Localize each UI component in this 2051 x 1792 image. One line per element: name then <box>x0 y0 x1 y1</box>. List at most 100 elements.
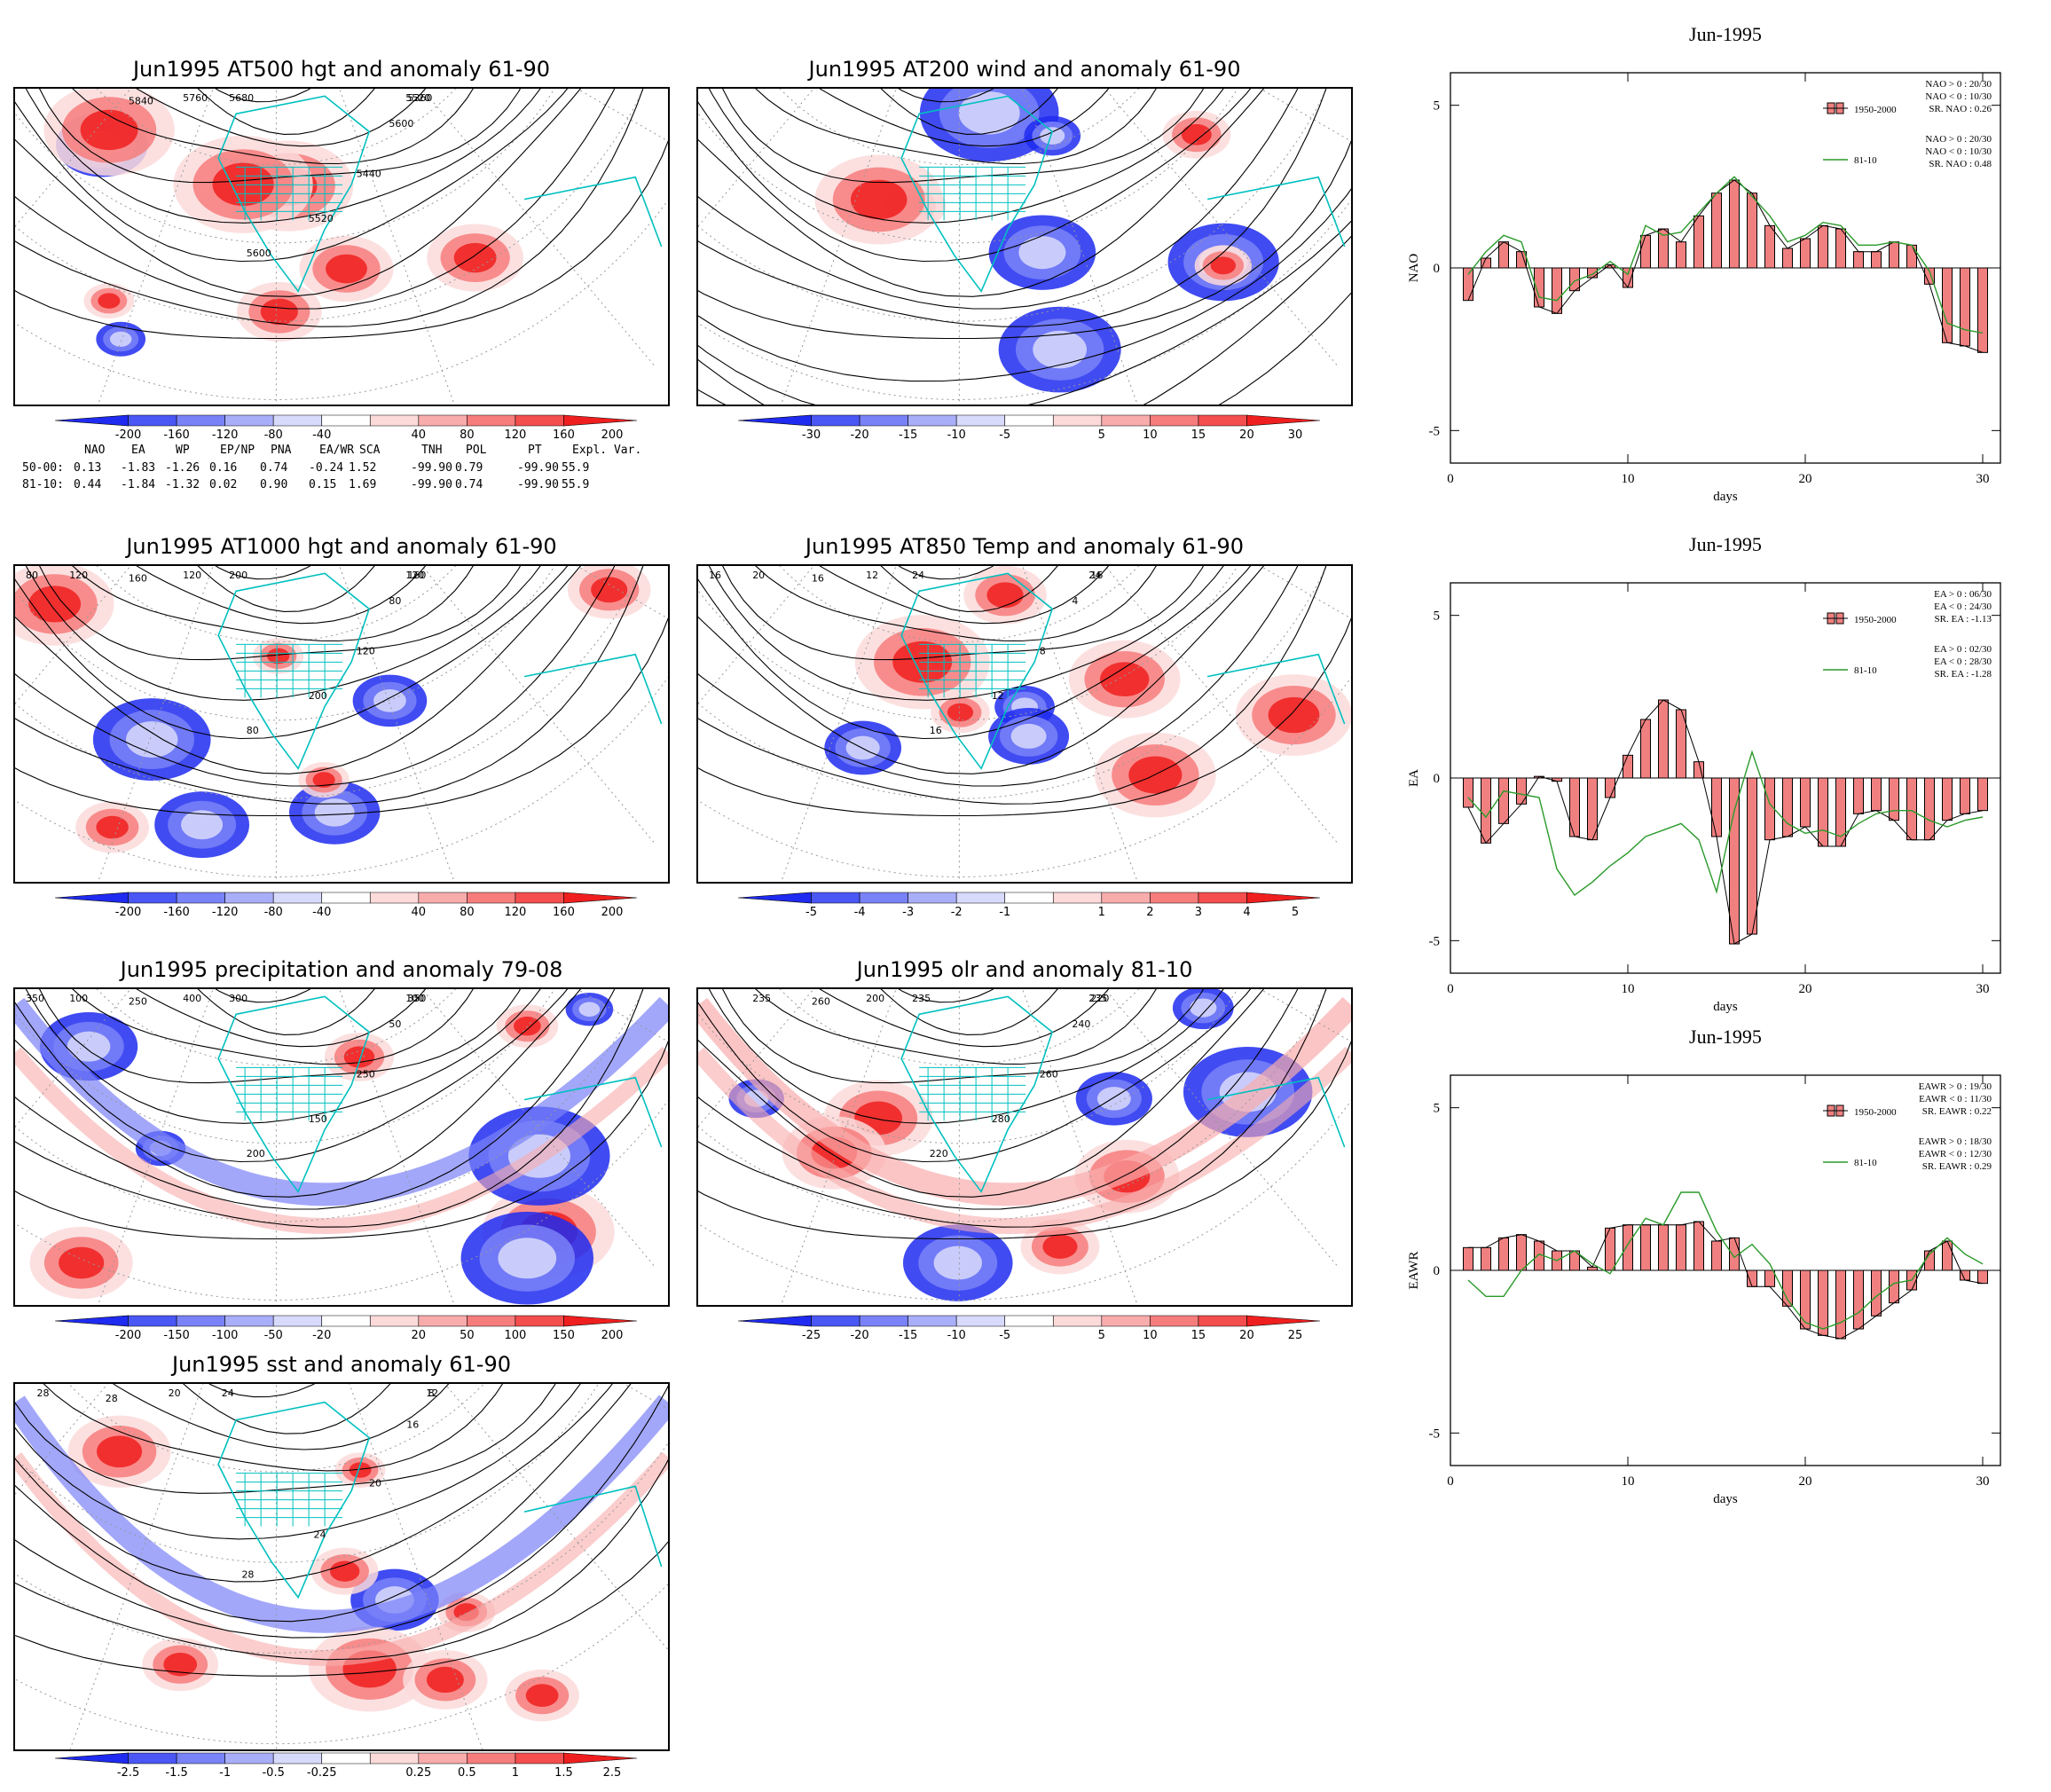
bar <box>1782 1269 1793 1307</box>
bar <box>1463 1246 1473 1271</box>
colorbar-swatch <box>515 414 564 427</box>
negative-anomaly <box>67 1031 111 1062</box>
colorbar-tick-label: -200 <box>115 428 142 442</box>
contour-label: 150 <box>309 1113 327 1125</box>
graticule <box>698 989 1351 1305</box>
legend-stat-text: SR. NAO : 0.26 <box>1929 104 1992 114</box>
bar <box>1498 241 1509 269</box>
x-tick-label: 20 <box>1799 982 1812 996</box>
meridian <box>339 89 455 405</box>
contour-line <box>708 89 1224 224</box>
contour-label: 24 <box>1088 570 1101 581</box>
meridian <box>1104 566 1338 843</box>
north-america-coast <box>217 1401 371 1599</box>
colorbar-tick-label: -15 <box>899 428 917 442</box>
bar <box>1835 1269 1846 1340</box>
contour-label: 200 <box>309 690 327 702</box>
chart-title: Jun-1995 <box>1689 1026 1762 1048</box>
x-tick-label: 10 <box>1622 1474 1635 1489</box>
legend-stat-text: EAWR > 0 : 19/30 <box>1919 1081 1992 1092</box>
bar <box>1605 1227 1615 1271</box>
colorbar-svg: -25 -20 -15 -10 -5 5 10 15 20 25 <box>737 1315 1321 1342</box>
contour-label: 235 <box>752 993 771 1004</box>
stats-header-cell: Expl. Var. <box>572 444 642 457</box>
contour-line <box>698 617 1351 817</box>
colorbar-tick-label: 15 <box>1191 1329 1206 1342</box>
meridian <box>15 89 131 227</box>
colorbar-tick-label: -10 <box>947 428 966 442</box>
colorbar-tick-label: -40 <box>312 906 331 919</box>
contour-label: 160 <box>129 572 147 584</box>
colorbar-swatch <box>811 892 860 904</box>
colorbar-tick-label: 1 <box>512 1766 519 1780</box>
legend-stat-text: EAWR < 0 : 12/30 <box>1919 1149 1992 1159</box>
bar <box>1516 1234 1527 1271</box>
colorbar-tick-label: -2 <box>951 906 963 919</box>
contour-label: 5840 <box>129 95 153 106</box>
map-frame: 5360 5520 5600 5440 5520 5600 5680 5760 5840 <box>13 87 670 406</box>
positive-anomaly <box>329 1560 360 1582</box>
positive-anomaly <box>80 109 138 151</box>
bar <box>1747 193 1757 269</box>
colorbar-swatch <box>1004 414 1054 427</box>
colorbar-swatch <box>563 892 638 904</box>
x-tick-label: 30 <box>1976 1474 1990 1489</box>
colorbar-swatch <box>908 414 957 427</box>
contour-line <box>15 139 668 340</box>
y-axis-label: EAWR <box>1407 1252 1421 1290</box>
meridian <box>339 566 455 882</box>
contour-label: 24 <box>912 570 924 581</box>
bar <box>1729 179 1740 269</box>
negative-anomaly <box>181 810 224 840</box>
colorbar-tick-label: -3 <box>902 906 914 919</box>
colorbar-swatch <box>955 1315 1006 1327</box>
contour-line <box>39 89 522 184</box>
positive-anomaly <box>349 1462 372 1478</box>
contour-label: 8 <box>428 1387 435 1399</box>
series-line <box>1467 750 1984 896</box>
positive-anomaly <box>97 1435 143 1468</box>
north-america-coast <box>900 572 1054 770</box>
y-tick-label: 5 <box>1434 99 1441 114</box>
contour-line <box>698 989 1327 1228</box>
contour-label: 235 <box>912 993 931 1004</box>
bar <box>1729 777 1740 945</box>
legend-bar-name: 1950-2000 <box>1854 1107 1897 1118</box>
contour-line <box>43 1384 504 1472</box>
map-panel-4: Jun1995 AT850 Temp and anomaly 61-90 16 2… <box>696 531 1353 919</box>
chart-title: Jun-1995 <box>1689 23 1762 45</box>
colorbar-swatch <box>859 1315 908 1327</box>
contour-line <box>15 566 616 787</box>
contour-line <box>698 566 1252 740</box>
contour-line <box>898 566 994 580</box>
contour-label: 20 <box>752 570 765 581</box>
bar <box>1818 224 1828 269</box>
anomaly-shading <box>824 566 1351 818</box>
map-frame: 160 120 80 120 200 80 200 120 160 120 80 <box>13 564 670 884</box>
bar <box>1711 193 1722 269</box>
colorbar-tick-label: -20 <box>312 1329 331 1342</box>
contour-label: 350 <box>407 993 426 1004</box>
positive-anomaly <box>1210 256 1237 275</box>
bar <box>1871 777 1882 812</box>
contour-line <box>819 89 1110 147</box>
bar <box>1623 754 1633 779</box>
graticule <box>698 566 1351 882</box>
stats-row-label: 81-10: <box>22 478 64 491</box>
colorbar-swatch <box>54 414 129 427</box>
colorbar-swatch <box>418 1315 468 1327</box>
contours <box>15 566 668 817</box>
contour-line <box>698 566 1327 805</box>
colorbar-tick-label: -200 <box>115 1329 142 1342</box>
contour-label: 80 <box>26 570 38 581</box>
negative-anomaly <box>578 1002 601 1017</box>
legend-stat-text: EA < 0 : 28/30 <box>1934 656 1992 667</box>
contour-label: 260 <box>812 995 830 1007</box>
legend-stat-text: EAWR > 0 : 18/30 <box>1919 1136 1992 1147</box>
coastlines <box>217 1401 663 1599</box>
contours <box>15 989 668 1240</box>
contour-label: 28 <box>106 1393 118 1404</box>
